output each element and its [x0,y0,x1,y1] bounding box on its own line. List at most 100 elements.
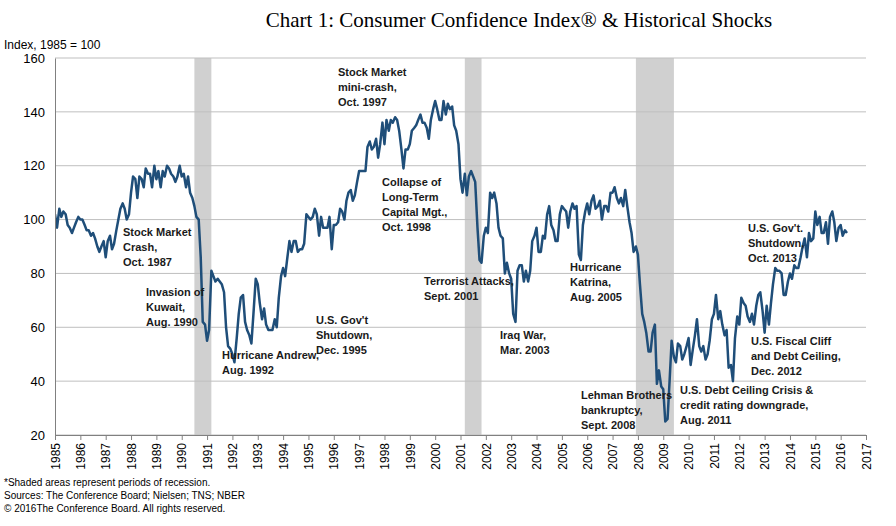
footnote: *Shaded areas represent periods of reces… [4,477,210,488]
x-tick: 1997 [353,435,367,470]
annotation: Sept. 2008 [581,419,635,431]
x-tick-label: 2007 [606,443,620,470]
annotation: Dec. 2012 [751,365,802,377]
plot-group [55,101,847,421]
x-tick: 1999 [404,435,418,470]
x-tick-mark [461,435,462,440]
x-tick: 1986 [74,435,88,470]
annotation-group: Stock MarketCrash,Oct. 1987Invasion ofKu… [123,66,841,431]
x-tick-label: 1990 [175,443,189,470]
y-tick-label: 40 [31,374,45,389]
grid-line [55,111,866,112]
x-tick: 1992 [226,435,240,470]
x-tick: 2008 [632,435,646,470]
x-tick-mark [80,435,81,440]
x-tick-mark [689,435,690,440]
x-tick-label: 2003 [505,443,519,470]
x-tick-label: 1996 [327,443,341,470]
x-tick-mark [511,435,512,440]
annotation: Capital Mgt., [382,206,447,218]
x-tick-mark [714,435,715,440]
x-tick-label: 1985 [49,443,63,470]
grid-line [55,219,866,220]
x-tick: 2010 [682,435,696,470]
y-tick: 100 [23,212,55,227]
y-tick: 80 [31,266,55,281]
x-tick: 2015 [809,435,823,470]
x-tick-mark [359,435,360,440]
annotation: Hurricane [570,261,621,273]
annotation: Long-Term [382,191,439,203]
x-tick: 1987 [99,435,113,470]
x-tick-label: 1986 [74,443,88,470]
x-tick-label: 2001 [454,443,468,470]
x-tick-label: 2010 [682,443,696,470]
x-tick-mark [308,435,309,440]
grid-line [55,273,866,274]
x-tick-mark [156,435,157,440]
x-tick: 1989 [150,435,164,470]
x-tick-mark [435,435,436,440]
x-tick-mark [765,435,766,440]
x-tick: 2002 [480,435,494,470]
annotation: mini-crash, [338,81,397,93]
x-axis: 1985198619871988198919901991199219931994… [49,435,874,470]
y-tick: 120 [23,158,55,173]
x-tick-mark [384,435,385,440]
annotation: Oct. 1997 [338,96,387,108]
x-tick-mark [790,435,791,440]
x-tick: 1985 [49,435,63,470]
x-tick-label: 2013 [758,443,772,470]
x-tick-label: 1993 [251,443,265,470]
y-tick-label: 80 [31,266,45,281]
grid-line [55,381,866,382]
x-tick: 2009 [657,435,671,470]
annotation: Oct. 1998 [382,221,431,233]
x-tick-mark [537,435,538,440]
footnote: Sources: The Conference Board; Nielsen; … [4,490,245,501]
y-tick: 40 [31,374,55,389]
chart-title: Chart 1: Consumer Confidence Index® & Hi… [266,8,772,32]
annotation: Aug. 1990 [146,316,198,328]
x-tick-label: 2011 [708,443,722,469]
annotation: Invasion of [146,286,204,298]
x-tick-label: 2000 [429,443,443,470]
grid-line [55,58,866,59]
y-tick-label: 120 [23,158,45,173]
x-tick: 2004 [530,435,544,470]
annotation: U.S. Gov't. [748,222,803,234]
x-tick-label: 1997 [353,443,367,470]
footnote: © 2016The Conference Board. All rights r… [4,503,225,514]
x-tick-label: 1987 [99,443,113,470]
x-tick: 1995 [302,435,316,470]
x-tick-mark [587,435,588,440]
x-tick: 1990 [175,435,189,470]
recession-band [194,58,211,435]
x-tick-label: 1995 [302,443,316,470]
grid-group [55,58,866,435]
annotation: bankruptcy, [581,404,643,416]
annotation: Sept. 2001 [424,290,478,302]
y-tick-label: 60 [31,320,45,335]
x-tick-mark [258,435,259,440]
x-tick-label: 2008 [632,443,646,470]
x-tick-label: 2014 [784,443,798,470]
x-tick-label: 2017 [860,443,874,470]
annotation: Iraq War, [500,329,546,341]
x-tick: 2003 [505,435,519,470]
annotation: Shutdown, [748,237,804,249]
x-tick-mark [866,435,867,440]
x-tick: 2011 [708,435,722,469]
annotation: Mar. 2003 [500,344,550,356]
x-tick: 2005 [556,435,570,470]
x-tick: 1998 [378,435,392,470]
x-tick: 2017 [860,435,874,470]
annotation: Stock Market [123,226,192,238]
y-tick-label: 20 [31,428,45,443]
y-tick-label: 160 [23,51,45,66]
annotation: Hurricane Andrew, [222,349,319,361]
y-axis-title: Index, 1985 = 100 [4,38,101,52]
y-axis: 20406080100120140160 [23,51,55,443]
x-tick-mark [232,435,233,440]
annotation: Shutdown, [316,329,372,341]
